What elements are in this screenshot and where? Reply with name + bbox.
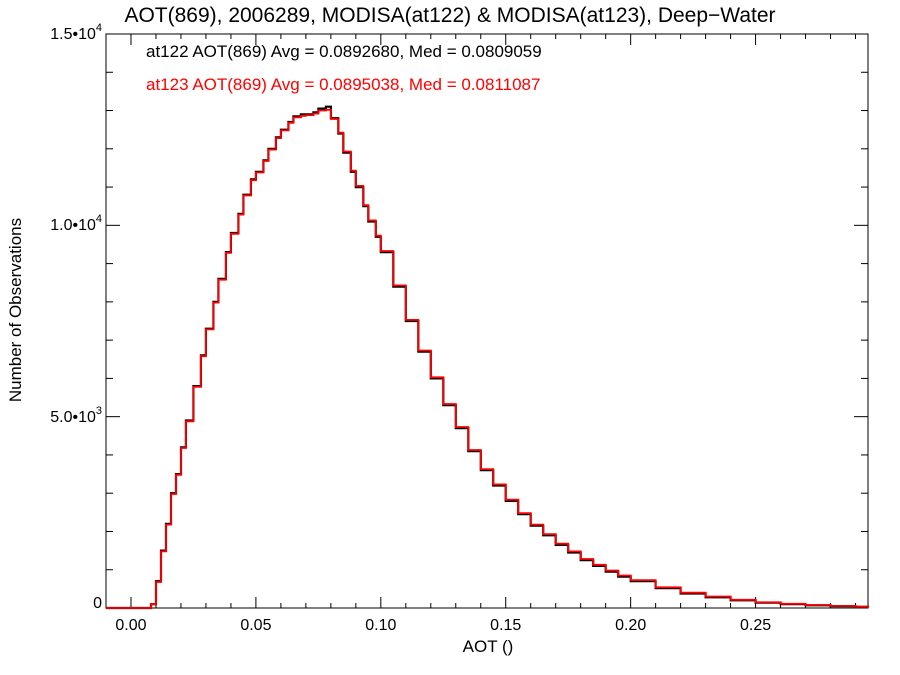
y-axis-label: Number of Observations <box>6 217 25 403</box>
y-tick-label: 5.0•103 <box>50 404 102 426</box>
legend-entry-at122: at122 AOT(869) Avg = 0.0892680, Med = 0.… <box>146 42 542 61</box>
plot-border <box>105 33 869 609</box>
chart-title: AOT(869), 2006289, MODISA(at122) & MODIS… <box>124 4 776 27</box>
y-tick-label: 0 <box>93 595 102 612</box>
legend-entry-at123: at123 AOT(869) Avg = 0.0895038, Med = 0.… <box>146 75 541 94</box>
series-lines <box>106 105 870 610</box>
title-container: AOT(869), 2006289, MODISA(at122) & MODIS… <box>0 0 900 34</box>
x-tick-label: 0.05 <box>240 617 272 634</box>
series-line-at123 <box>106 108 869 609</box>
x-tick-label: 0.25 <box>739 617 772 634</box>
series-line-at122 <box>106 105 870 610</box>
x-axis-label: AOT () <box>462 637 514 656</box>
y-tick-label: 1.5•104 <box>50 21 102 44</box>
x-tick-label: 0.00 <box>115 617 147 634</box>
x-tick-label: 0.20 <box>615 617 647 634</box>
plot-frame <box>105 33 869 609</box>
x-tick-label: 0.10 <box>365 617 397 634</box>
x-tick-label: 0.15 <box>490 617 522 634</box>
axis-ticks <box>105 33 868 609</box>
y-tick-label: 1.0•104 <box>50 213 102 235</box>
